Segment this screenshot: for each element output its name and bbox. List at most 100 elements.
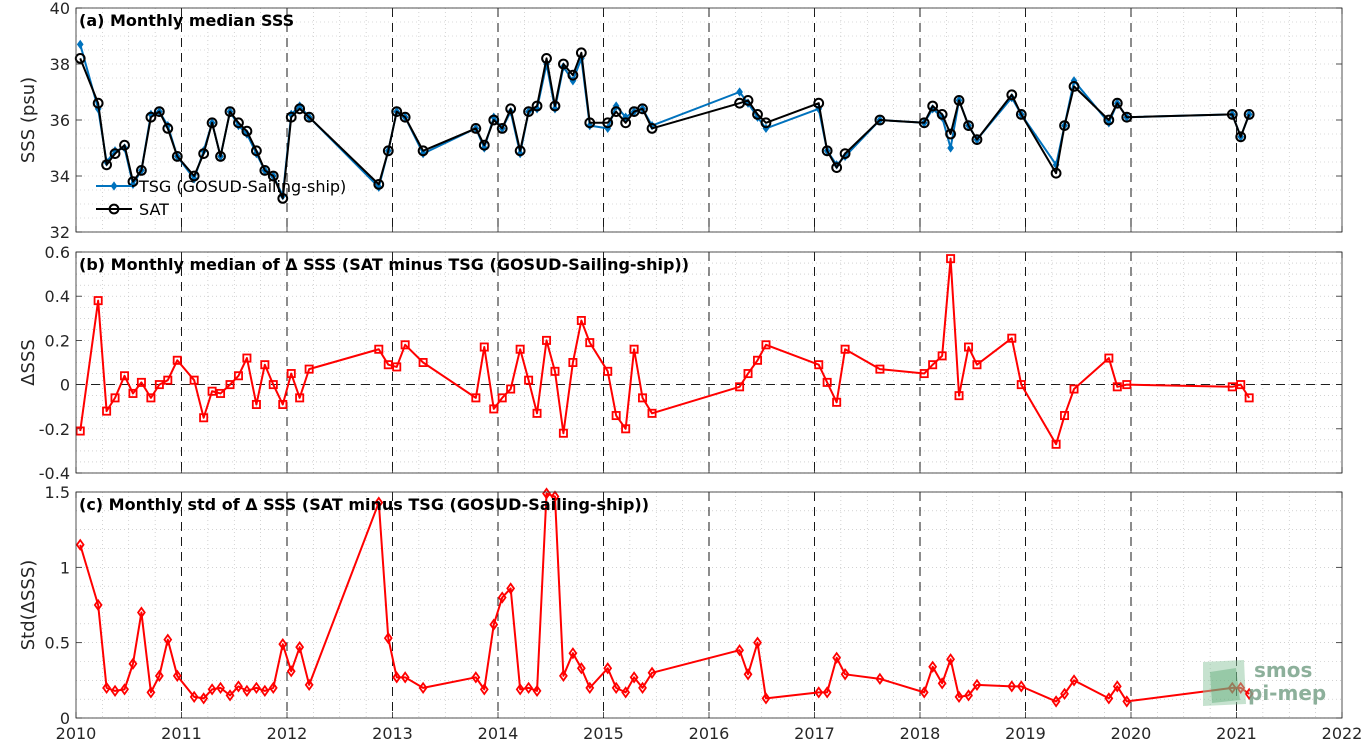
data-point <box>610 106 622 117</box>
data-point <box>576 662 586 675</box>
y-tick-label: 0 <box>60 376 70 395</box>
data-point <box>611 681 621 695</box>
data-point <box>1069 384 1079 394</box>
data-point <box>471 671 481 684</box>
data-point <box>638 681 647 695</box>
data-point <box>260 684 270 698</box>
data-point <box>400 671 410 684</box>
data-point <box>760 117 772 129</box>
data-point <box>919 686 929 699</box>
x-tick-label: 2020 <box>1111 724 1152 743</box>
data-point <box>1015 109 1027 120</box>
data-point <box>586 120 594 131</box>
data-point <box>602 117 614 129</box>
data-point <box>515 344 525 354</box>
data-point <box>822 377 832 387</box>
data-point <box>496 122 508 134</box>
data-point <box>558 428 568 438</box>
data-point <box>629 671 639 684</box>
data-point <box>752 109 763 120</box>
data-point <box>945 128 956 140</box>
data-point <box>374 496 384 509</box>
data-point <box>524 681 534 695</box>
panel-c: 0 0.5 1 1.5 Std(ΔSSS) (c) Monthly std of Δ SS… <box>18 483 1362 743</box>
data-point <box>1007 680 1017 693</box>
data-point <box>524 375 534 385</box>
data-point <box>392 671 402 684</box>
data-point <box>549 100 561 112</box>
y-tick-label: 0.6 <box>45 243 70 262</box>
data-point <box>110 393 120 403</box>
x-tick-label: 2017 <box>794 724 835 743</box>
data-point <box>479 683 489 696</box>
data-point <box>761 340 771 350</box>
data-point <box>937 677 947 690</box>
data-point <box>753 355 763 365</box>
data-point <box>514 145 526 157</box>
x-tick-label: 2013 <box>372 724 413 743</box>
data-point <box>576 316 586 326</box>
data-point <box>743 369 753 379</box>
data-point <box>821 145 833 157</box>
data-point <box>603 662 613 675</box>
data-point <box>1050 167 1062 179</box>
data-point <box>120 683 129 696</box>
data-point <box>251 145 262 157</box>
x-tick-label: 2012 <box>267 724 308 743</box>
data-point <box>953 95 965 106</box>
data-point <box>1235 131 1247 143</box>
data-point <box>947 143 954 153</box>
data-point <box>278 399 288 409</box>
data-point <box>188 170 200 182</box>
data-point <box>1059 120 1070 131</box>
data-point <box>515 683 525 696</box>
data-point <box>93 598 103 612</box>
y-axis-label: Std(ΔSSS) <box>18 560 39 651</box>
data-point <box>532 408 542 418</box>
data-point <box>1122 695 1132 708</box>
data-point <box>278 638 288 651</box>
data-point <box>383 632 393 645</box>
data-point <box>383 360 393 370</box>
data-point <box>1111 97 1123 109</box>
data-point <box>1244 687 1254 701</box>
data-point <box>399 111 411 123</box>
data-point <box>207 386 217 396</box>
data-point <box>531 100 543 112</box>
data-point <box>101 159 112 171</box>
panel-title: (a) Monthly median SSS <box>79 11 294 30</box>
data-point <box>743 668 753 681</box>
data-point <box>199 413 209 423</box>
data-point <box>506 582 516 595</box>
data-point <box>471 393 481 403</box>
legend: TSG (GOSUD-Sailing-ship) SAT <box>96 177 346 219</box>
data-point <box>954 690 964 704</box>
data-point <box>198 148 210 160</box>
data-point <box>92 97 104 109</box>
data-point <box>153 106 165 117</box>
data-point <box>391 106 403 117</box>
data-point <box>286 369 296 379</box>
series-sat <box>74 47 1255 204</box>
data-point <box>190 174 198 184</box>
x-tick-label: 2014 <box>478 724 519 743</box>
data-point <box>374 344 384 354</box>
data-point <box>875 672 885 685</box>
data-point <box>216 388 226 398</box>
data-point <box>189 690 199 704</box>
data-point <box>550 490 560 503</box>
data-point <box>479 342 489 352</box>
data-point <box>831 162 843 174</box>
data-point <box>480 143 488 153</box>
data-point <box>584 117 596 129</box>
data-point <box>225 689 235 702</box>
data-point <box>242 353 252 363</box>
data-point <box>753 636 762 649</box>
y-tick-label: -0.2 <box>39 420 70 439</box>
data-point <box>128 388 138 398</box>
data-point <box>971 134 983 146</box>
data-point <box>110 684 120 698</box>
legend-label-sat: SAT <box>139 200 169 219</box>
data-point <box>146 393 156 403</box>
data-point <box>1112 382 1122 392</box>
